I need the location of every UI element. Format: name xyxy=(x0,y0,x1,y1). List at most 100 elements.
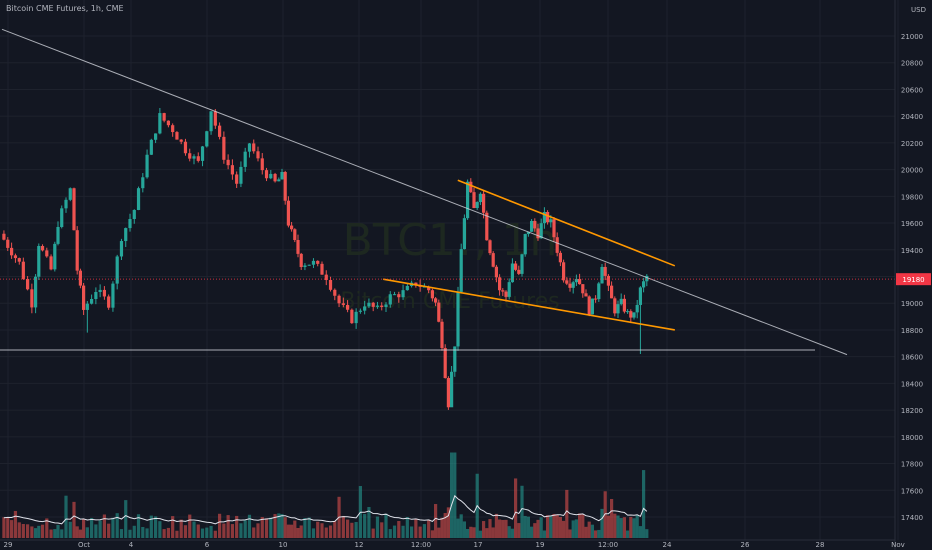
candle-body xyxy=(218,125,222,137)
candlesticks xyxy=(2,108,649,410)
volume-bar xyxy=(75,526,79,538)
candle-body xyxy=(252,143,256,152)
volume-bar xyxy=(132,525,136,538)
candle-body xyxy=(45,250,49,257)
candle-body xyxy=(485,212,489,241)
price-tick-label: 18200 xyxy=(901,407,923,415)
candle-body xyxy=(90,299,94,304)
candle-body xyxy=(200,146,205,161)
volume-bar xyxy=(562,520,566,538)
volume-bar xyxy=(141,526,145,538)
candle-body xyxy=(209,111,213,132)
volume-bar xyxy=(584,526,588,538)
volume-bar xyxy=(252,527,256,538)
volume-bar xyxy=(124,500,128,538)
volume-bar xyxy=(115,513,119,538)
candle-body xyxy=(354,311,358,324)
volume-bar xyxy=(350,522,354,538)
volume-bar xyxy=(78,529,82,538)
price-tick-label: 20600 xyxy=(901,86,923,94)
candle-body xyxy=(49,256,53,270)
volume-bar xyxy=(56,524,60,538)
candle-body xyxy=(507,282,511,297)
candle-body xyxy=(517,269,521,274)
volume-bar xyxy=(501,519,505,538)
candle-body xyxy=(571,282,575,288)
volume-bar xyxy=(158,521,162,538)
volume-bar xyxy=(145,528,149,538)
candle-body xyxy=(597,283,601,300)
descending-trendline xyxy=(1,28,848,356)
candle-body xyxy=(401,290,405,298)
volume-bar xyxy=(119,529,124,538)
candle-body xyxy=(443,347,447,379)
volume-bar xyxy=(2,517,6,538)
candle-body xyxy=(37,246,41,277)
volume-bar xyxy=(494,513,498,538)
candle-body xyxy=(645,275,649,282)
volume-bar xyxy=(446,507,450,538)
price-axis[interactable]: 17400 17600 17800 18000 18200 18400 18600 18800… xyxy=(894,0,923,550)
candle-body xyxy=(590,298,594,315)
candle-body xyxy=(247,143,252,152)
volume-bar xyxy=(192,521,196,538)
time-axis[interactable]: 29 Oct 4 6 10 12 12:00 17 19 12:00 24 26 28 Nov xyxy=(0,539,905,549)
candle-body xyxy=(555,237,559,253)
price-tick-label: 17800 xyxy=(901,461,923,469)
candle-body xyxy=(478,193,482,203)
candle-body xyxy=(85,303,89,310)
volume-bar xyxy=(53,529,57,538)
volume-bar xyxy=(299,525,303,538)
volume-bar xyxy=(533,523,537,538)
candle-body xyxy=(494,266,498,278)
volume-bar xyxy=(632,518,636,538)
volume-bar xyxy=(94,524,98,538)
time-tick-label: 12:00 xyxy=(598,541,618,549)
candle-body xyxy=(56,226,60,244)
volume-bar xyxy=(520,485,524,538)
candle-body xyxy=(119,241,124,257)
candle-body xyxy=(542,212,546,224)
volume-bar xyxy=(450,452,454,538)
candle-body xyxy=(10,247,14,256)
volume-bar xyxy=(256,523,260,538)
volume-bar xyxy=(166,527,170,538)
price-tick-label: 20800 xyxy=(901,60,923,68)
volume-bar xyxy=(49,529,53,538)
volume-bar xyxy=(590,524,594,538)
candle-body xyxy=(13,255,18,259)
volume-bar xyxy=(243,520,247,538)
volume-bar xyxy=(303,518,307,538)
volume-bar xyxy=(542,530,546,538)
candle-body xyxy=(166,120,170,126)
volume-moving-average xyxy=(3,494,648,525)
candle-body xyxy=(337,295,341,304)
volume-bar xyxy=(555,514,559,538)
candle-body xyxy=(510,263,514,283)
price-tick-label: 17600 xyxy=(901,487,923,495)
candle-body xyxy=(280,171,284,180)
volume-bar xyxy=(626,530,630,538)
candle-body xyxy=(277,179,281,182)
volume-bar xyxy=(286,524,290,538)
candle-body xyxy=(552,219,556,238)
volume-bar xyxy=(629,516,633,538)
candle-body xyxy=(501,290,505,292)
volume-bar xyxy=(606,515,610,538)
candle-body xyxy=(488,240,492,254)
volume-bar xyxy=(273,514,277,538)
candle-body xyxy=(303,265,307,268)
candle-body xyxy=(94,292,98,300)
candle-body xyxy=(459,249,463,292)
symbol-title[interactable]: Bitcoin CME Futures, 1h, CME xyxy=(6,4,124,13)
candle-body xyxy=(430,290,434,299)
volume-bar xyxy=(581,514,585,538)
volume-bar xyxy=(102,514,106,538)
volume-bar xyxy=(34,528,38,538)
price-tick-label: 20200 xyxy=(901,140,923,148)
volume-bar xyxy=(324,527,328,538)
volume-bar xyxy=(316,521,320,538)
candle-body xyxy=(283,171,287,201)
candle-body xyxy=(587,296,591,315)
